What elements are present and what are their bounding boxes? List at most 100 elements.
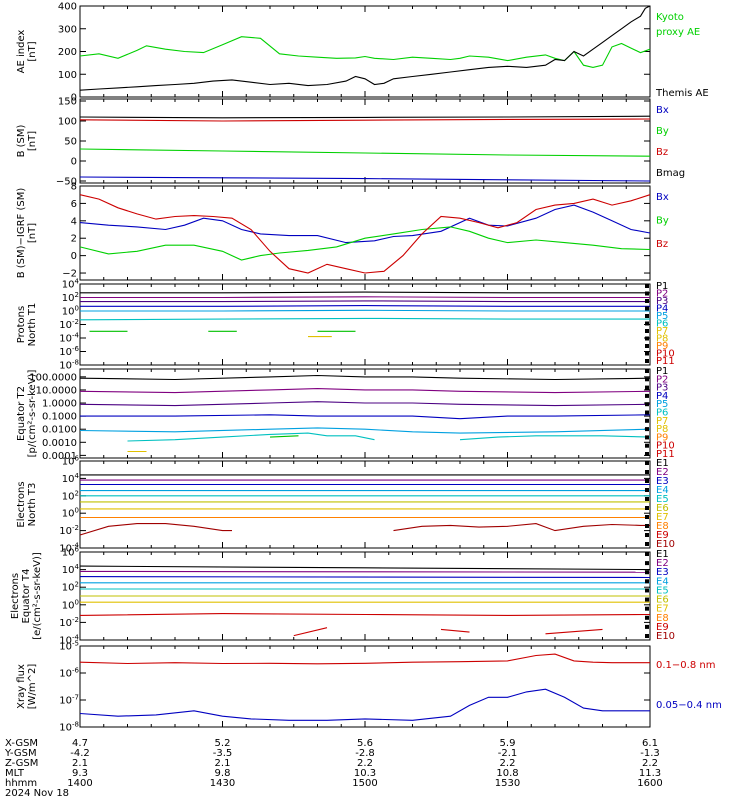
legend-item: P11: [656, 356, 675, 367]
y-tick-label: 104: [62, 563, 80, 576]
y-axis-label: Xray flux: [16, 664, 27, 709]
series-p3: [80, 300, 650, 303]
legend-item: P2: [656, 374, 668, 385]
x-row-value: 11.3: [639, 768, 661, 779]
legend-item: Bmag: [656, 168, 685, 179]
legend-item: E7: [656, 604, 669, 615]
series-p4: [80, 414, 651, 420]
y-axis-label: [e/(cm²-s-sr-keV)]: [32, 552, 43, 640]
legend-item: E9: [656, 530, 669, 541]
y-axis-label: Protons: [16, 306, 27, 343]
panel-frame: [79, 98, 651, 184]
legend-item: P10: [656, 441, 675, 452]
legend-marker: [645, 351, 649, 356]
legend-marker: [645, 634, 649, 638]
x-row-value: 6.1: [642, 738, 658, 749]
y-axis-label: [W/m^2]: [27, 664, 38, 710]
y-tick-label: 102: [62, 489, 79, 502]
y-axis-label: Electrons: [16, 481, 27, 527]
legend-item: P11: [656, 449, 675, 460]
legend-marker: [645, 506, 649, 510]
legend-marker: [645, 329, 649, 333]
y-tick-label: 0.0010: [42, 438, 77, 449]
legend-marker: [645, 579, 649, 584]
y-tick-label: 10-8: [59, 359, 79, 372]
series-by: [79, 226, 651, 261]
panel-frame: [79, 368, 651, 459]
legend-marker: [645, 377, 649, 382]
x-row-value: 9.3: [72, 768, 88, 779]
legend-item: E1: [656, 458, 669, 469]
y-tick-label: 100.0000: [29, 372, 77, 383]
legend-marker: [645, 306, 649, 311]
series-0-05-0-4-nm: [79, 688, 650, 721]
x-row-label: MLT: [5, 768, 25, 779]
series-bz: [79, 194, 651, 274]
x-row-value: 1500: [352, 778, 377, 789]
legend-item: E3: [656, 567, 669, 578]
y-tick-label: 0: [71, 93, 77, 104]
y-tick-label: 10-6: [59, 345, 79, 358]
legend-marker: [645, 369, 649, 373]
legend-marker: [645, 597, 649, 602]
y-axis-label: Equator T4: [21, 569, 32, 624]
legend-item: E9: [656, 622, 669, 633]
y-tick-label: 106: [62, 455, 80, 468]
legend-item: 0.05−0.4 nm: [656, 700, 722, 711]
y-tick-label: 400: [58, 2, 77, 13]
legend-item: By: [656, 126, 669, 137]
x-row-value: 5.9: [500, 738, 516, 749]
series-p6a: [127, 432, 375, 442]
legend-marker: [645, 284, 649, 288]
legend-marker: [645, 410, 649, 415]
y-tick-label: 100: [58, 117, 77, 128]
legend-marker: [645, 615, 649, 620]
series-p4: [80, 305, 650, 307]
series-p2: [79, 388, 651, 394]
legend-item: P7: [656, 416, 668, 427]
y-tick-label: 200: [58, 47, 77, 58]
legend-item: E1: [656, 549, 669, 560]
legend-item: E7: [656, 512, 669, 523]
y-tick-label: 150: [58, 97, 77, 108]
legend-item: Kyoto: [656, 12, 684, 23]
y-tick-label: 104: [62, 278, 80, 291]
legend-marker: [645, 606, 649, 611]
y-tick-label: 4: [71, 216, 77, 227]
legend-item: Bz: [656, 239, 668, 250]
y-axis-label: [p/(cm²-s-sr-keV)]: [27, 370, 38, 458]
legend-marker: [645, 427, 649, 432]
x-row-value: 2.1: [72, 758, 88, 769]
legend-item: 0.1−0.8 nm: [656, 660, 715, 671]
legend-item: E2: [656, 558, 669, 569]
legend-item: E10: [656, 539, 675, 550]
legend-marker: [645, 314, 649, 318]
legend-item: E10: [656, 631, 675, 642]
x-row-value: 2.2: [642, 758, 658, 769]
legend-marker: [645, 488, 649, 492]
series-bmag: [79, 115, 651, 119]
series-0-1-0-8-nm: [79, 653, 650, 665]
series-p7: [269, 435, 299, 438]
y-axis-label: North T3: [27, 483, 38, 527]
series-bx: [79, 204, 651, 244]
y-tick-label: 0.0100: [42, 425, 77, 436]
y-axis-label: Electrons: [10, 573, 21, 619]
series-e2: [79, 570, 651, 573]
legend-marker: [645, 461, 649, 465]
legend-marker: [645, 344, 649, 348]
y-tick-label: 10-7: [59, 694, 79, 707]
series-p6: [79, 317, 650, 321]
x-axis-table: X-GSM 4.7 5.2 5.6 5.9 6.1 Y-GSM -4.2 -3.5 -2.8 -2.…: [4, 738, 663, 799]
y-tick-label: 102: [62, 581, 79, 594]
y-tick-label: 0: [71, 157, 77, 168]
panel-frame: [79, 5, 651, 98]
legend-marker: [645, 561, 649, 566]
y-tick-label: 10-5: [59, 640, 79, 653]
x-row-value: 4.7: [72, 738, 88, 749]
x-row-value: -3.5: [213, 748, 233, 759]
y-tick-label: −50: [56, 177, 77, 188]
